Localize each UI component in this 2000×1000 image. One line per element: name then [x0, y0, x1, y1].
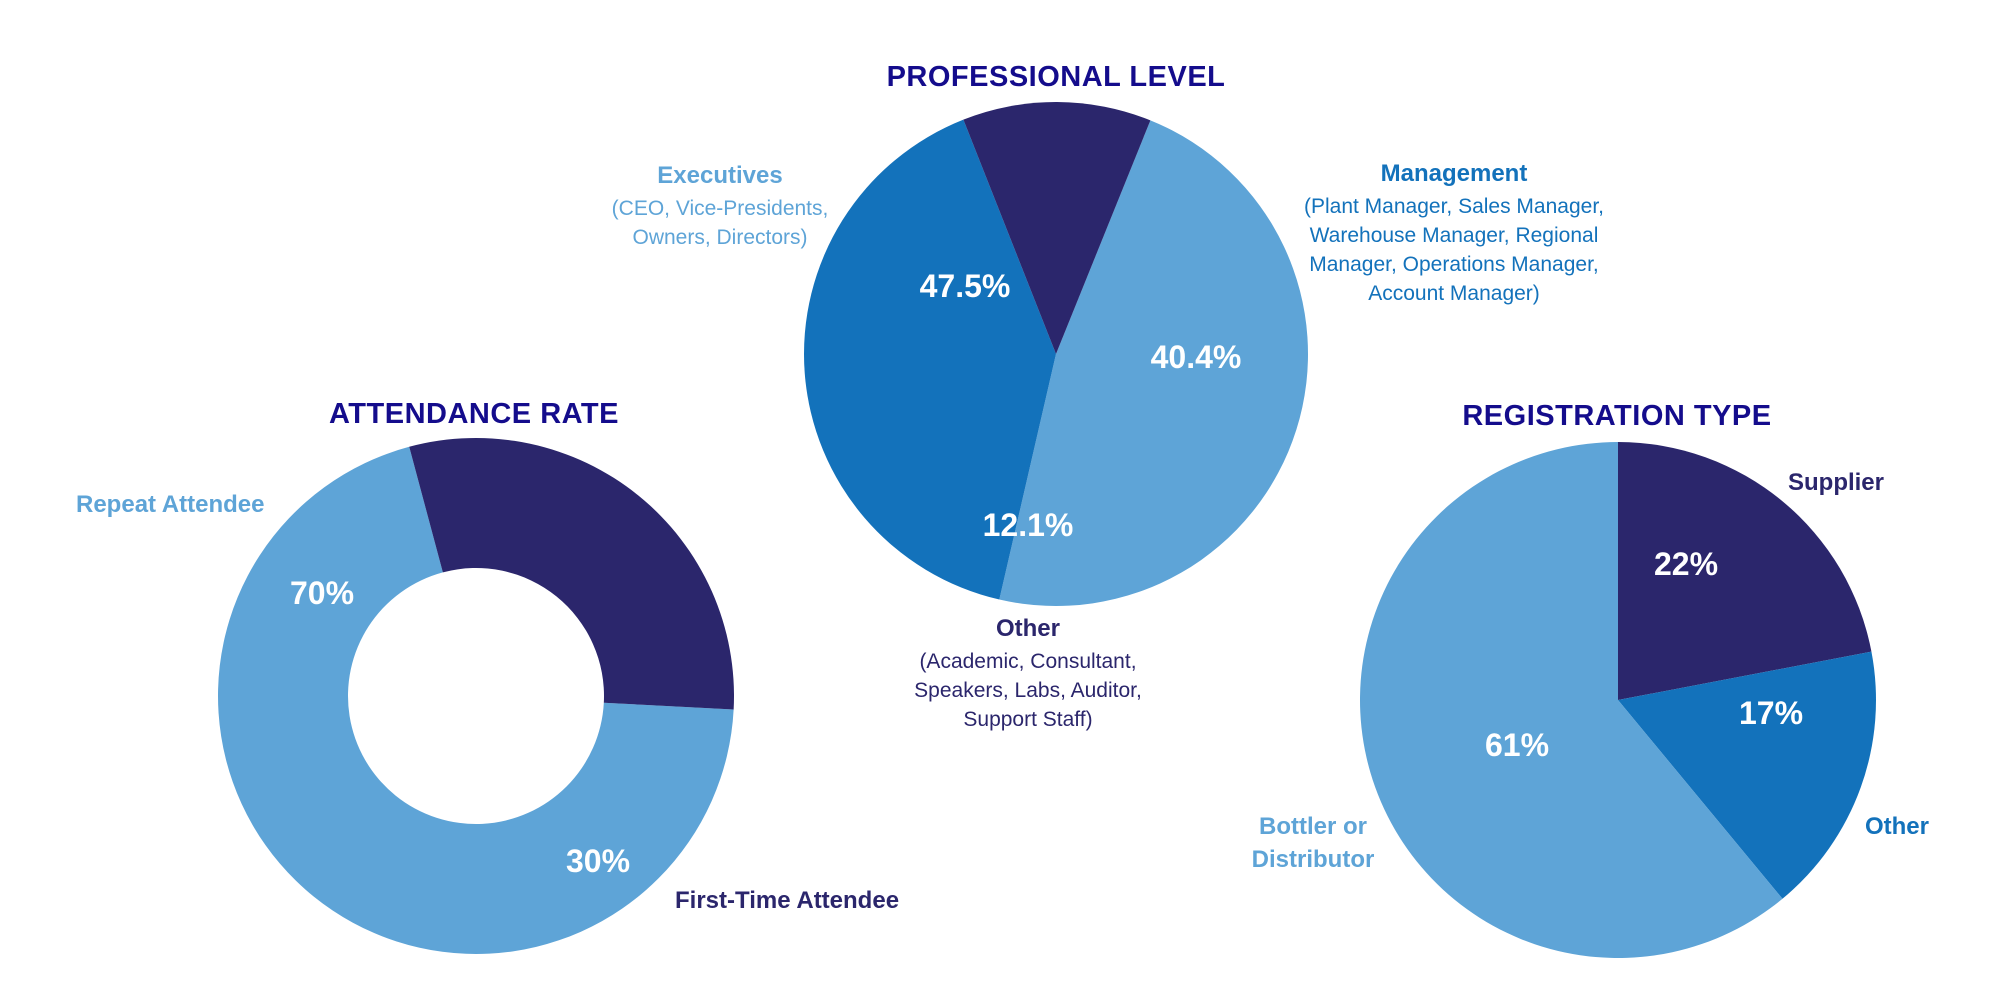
professional-level-chart: PROFESSIONAL LEVEL Executives (CEO, Vice…	[612, 61, 1604, 731]
registration-slice-label-other: 17%	[1739, 695, 1803, 731]
professional-slice-label-executives: 47.5%	[920, 268, 1011, 304]
registration-slice-1	[1618, 651, 1877, 899]
attendance-slice-label-first-time: 30%	[566, 843, 630, 879]
attendance-rate-chart: ATTENDANCE RATE Repeat Attendee First-Ti…	[76, 398, 899, 954]
professional-slice-0	[999, 120, 1309, 607]
professional-slices	[804, 102, 1309, 607]
registration-slice-0	[1618, 442, 1872, 700]
legend-bottler-line-2: Distributor	[1252, 846, 1375, 873]
professional-slice-label-management: 40.4%	[1151, 339, 1242, 375]
legend-other-professional: Other	[996, 615, 1060, 642]
legend-management: Management	[1381, 160, 1528, 187]
attendance-slice-label-repeat: 70%	[290, 575, 354, 611]
legend-bottler-line-1: Bottler or	[1259, 813, 1367, 840]
registration-slices	[1360, 442, 1877, 958]
registration-type-chart: REGISTRATION TYPE Supplier Other Bottler…	[1252, 400, 1929, 958]
legend-repeat-attendee: Repeat Attendee	[76, 491, 264, 518]
legend-management-detail-3: Manager, Operations Manager,	[1309, 253, 1599, 276]
professional-level-title: PROFESSIONAL LEVEL	[887, 61, 1226, 93]
registration-slice-label-bottler: 61%	[1485, 727, 1549, 763]
registration-slice-label-supplier: 22%	[1654, 546, 1718, 582]
attendance-slice-1	[409, 438, 734, 710]
legend-management-detail-1: (Plant Manager, Sales Manager,	[1304, 195, 1604, 218]
legend-other-professional-detail-3: Support Staff)	[963, 708, 1092, 731]
legend-other-professional-detail-2: Speakers, Labs, Auditor,	[914, 679, 1142, 702]
registration-type-title: REGISTRATION TYPE	[1462, 400, 1771, 432]
legend-management-detail-4: Account Manager)	[1368, 282, 1540, 305]
registration-slice-2	[1360, 442, 1783, 958]
attendance-slices	[218, 438, 734, 954]
attendance-rate-title: ATTENDANCE RATE	[329, 398, 619, 430]
legend-executives: Executives	[657, 162, 782, 189]
legend-executives-detail-1: (CEO, Vice-Presidents,	[612, 197, 829, 220]
legend-management-detail-2: Warehouse Manager, Regional	[1310, 224, 1599, 247]
professional-slice-label-other: 12.1%	[983, 507, 1074, 543]
attendance-slice-0	[218, 446, 734, 954]
professional-slice-1	[804, 119, 1056, 600]
legend-executives-detail-2: Owners, Directors)	[632, 226, 807, 249]
legend-supplier: Supplier	[1788, 469, 1884, 496]
legend-first-time-attendee: First-Time Attendee	[675, 887, 899, 914]
legend-other-professional-detail-1: (Academic, Consultant,	[919, 650, 1136, 673]
legend-other-registration: Other	[1865, 813, 1929, 840]
professional-slice-2	[963, 102, 1151, 354]
